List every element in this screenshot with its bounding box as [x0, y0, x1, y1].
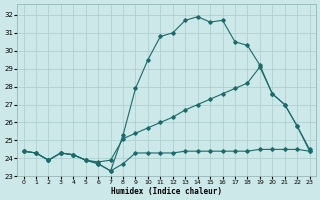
X-axis label: Humidex (Indice chaleur): Humidex (Indice chaleur) — [111, 187, 222, 196]
